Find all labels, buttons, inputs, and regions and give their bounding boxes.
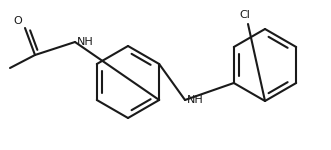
Text: O: O bbox=[13, 16, 22, 26]
Text: NH: NH bbox=[77, 37, 94, 47]
Text: NH: NH bbox=[187, 95, 204, 105]
Text: Cl: Cl bbox=[240, 10, 251, 20]
